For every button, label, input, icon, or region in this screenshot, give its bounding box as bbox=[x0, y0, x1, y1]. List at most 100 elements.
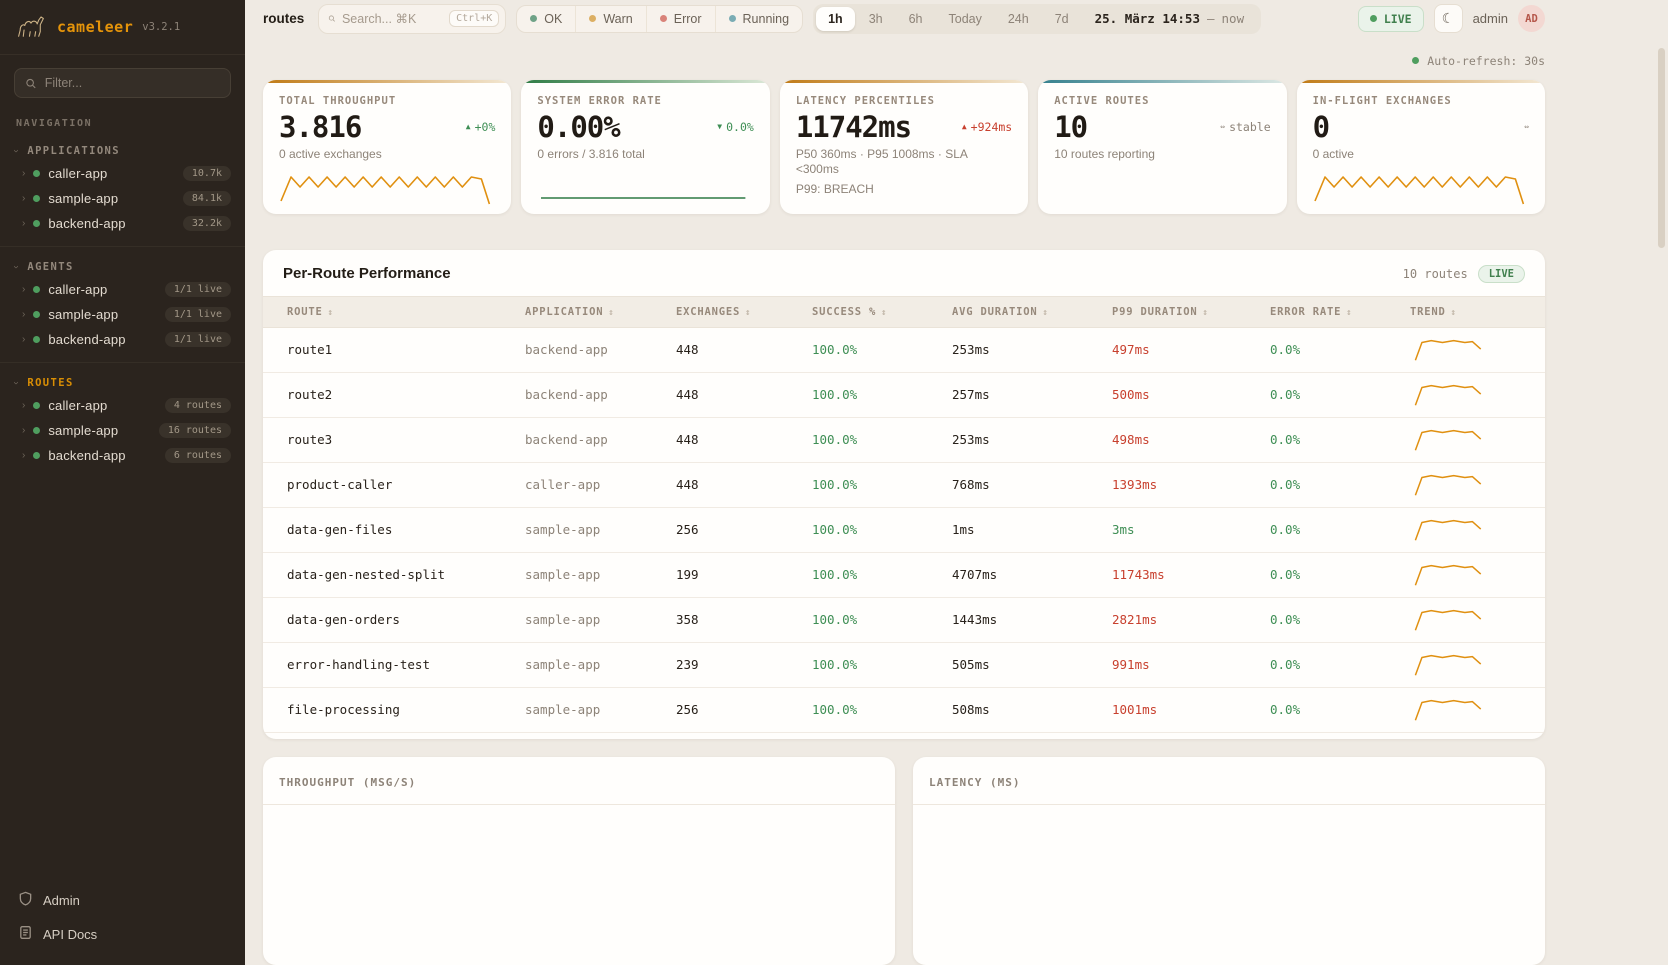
column-header-p99-duration[interactable]: P99 DURATION ↕ bbox=[1088, 295, 1246, 328]
item-badge: 10.7k bbox=[182, 166, 231, 181]
table-row-file-processing[interactable]: file-processing sample-app 256 100.0% 50… bbox=[263, 687, 1545, 733]
sidebar-item-agents-caller-app[interactable]: › caller-app 1/1 live bbox=[0, 277, 245, 302]
kpi-accent-bar bbox=[1296, 79, 1546, 83]
section-header-applications[interactable]: › APPLICATIONS bbox=[10, 145, 121, 157]
auto-refresh-status: Auto-refresh: 30s bbox=[263, 54, 1545, 68]
success-cell: 100.0% bbox=[788, 642, 928, 688]
kpi-value: 10 bbox=[1054, 109, 1088, 144]
table-row-timer-heartbeat[interactable]: timer-heartbeat sample-app 716 100.0% 50… bbox=[263, 732, 1545, 739]
sidebar-item-applications-caller-app[interactable]: › caller-app 10.7k bbox=[0, 161, 245, 186]
table-row-route3[interactable]: route3 backend-app 448 100.0% 253ms 498m… bbox=[263, 417, 1545, 463]
avg-duration-cell: 508ms bbox=[928, 687, 1088, 733]
table-row-route1[interactable]: route1 backend-app 448 100.0% 253ms 497m… bbox=[263, 327, 1545, 373]
avg-duration-cell: 768ms bbox=[928, 462, 1088, 508]
sidebar-item-applications-sample-app[interactable]: › sample-app 84.1k bbox=[0, 186, 245, 211]
table-row-data-gen-nested-split[interactable]: data-gen-nested-split sample-app 199 100… bbox=[263, 552, 1545, 598]
success-cell: 100.0% bbox=[788, 597, 928, 643]
sidebar-item-applications-backend-app[interactable]: › backend-app 32.2k bbox=[0, 211, 245, 236]
filter-input[interactable] bbox=[44, 76, 220, 90]
table-row-error-handling-test[interactable]: error-handling-test sample-app 239 100.0… bbox=[263, 642, 1545, 688]
delta-down-icon: ▼ bbox=[717, 122, 723, 132]
range-button-6h[interactable]: 6h bbox=[897, 7, 935, 31]
chevron-right-icon: › bbox=[22, 283, 26, 295]
application-cell: backend-app bbox=[501, 372, 652, 418]
status-dot-icon bbox=[33, 220, 41, 227]
kpi-label: ACTIVE ROUTES bbox=[1054, 94, 1150, 107]
app-name: cameleer bbox=[57, 18, 134, 36]
sidebar-item-routes-sample-app[interactable]: › sample-app 16 routes bbox=[0, 418, 245, 443]
item-badge: 16 routes bbox=[158, 423, 231, 438]
sort-icon: ↕ bbox=[881, 307, 888, 318]
column-header-success-[interactable]: SUCCESS % ↕ bbox=[788, 295, 928, 328]
kpi-label: TOTAL THROUGHPUT bbox=[279, 94, 397, 107]
sidebar-footer-admin[interactable]: Admin bbox=[0, 883, 245, 917]
kpi-sparkline bbox=[1313, 168, 1529, 206]
avatar[interactable]: AD bbox=[1518, 5, 1545, 33]
range-button-1h[interactable]: 1h bbox=[816, 6, 855, 31]
search-box[interactable]: Ctrl+K bbox=[318, 3, 507, 34]
kpi-subtext: 0 active exchanges bbox=[279, 146, 382, 161]
status-filter-error[interactable]: Error bbox=[647, 5, 716, 32]
trend-sparkline bbox=[1414, 384, 1482, 406]
status-filter-ok[interactable]: OK bbox=[517, 5, 577, 32]
delta-flat-icon: ⇔ bbox=[1220, 122, 1226, 132]
sidebar-section-applications: › APPLICATIONS › caller-app 10.7k › samp… bbox=[0, 131, 245, 246]
route-cell: timer-heartbeat bbox=[263, 732, 501, 739]
range-button-24h[interactable]: 24h bbox=[996, 7, 1041, 31]
sidebar-item-routes-backend-app[interactable]: › backend-app 6 routes bbox=[0, 443, 245, 468]
range-button-3h[interactable]: 3h bbox=[857, 7, 895, 31]
route-cell: file-processing bbox=[263, 687, 501, 733]
theme-toggle-button[interactable]: ☾ bbox=[1433, 4, 1463, 34]
trend-cell bbox=[1386, 327, 1545, 373]
date-range-display[interactable]: 25. März 14:53 — now bbox=[1094, 11, 1245, 27]
sidebar-item-routes-caller-app[interactable]: › caller-app 4 routes bbox=[0, 393, 245, 418]
section-header-routes[interactable]: › ROUTES bbox=[10, 377, 74, 389]
column-header-trend[interactable]: TREND ↕ bbox=[1386, 295, 1545, 328]
sidebar-item-agents-sample-app[interactable]: › sample-app 1/1 live bbox=[0, 302, 245, 327]
route-performance-panel: Per-Route Performance 10 routes LIVE ROU… bbox=[263, 249, 1545, 739]
chevron-right-icon: › bbox=[22, 308, 26, 320]
scrollbar-thumb[interactable] bbox=[1658, 48, 1665, 248]
table-row-data-gen-orders[interactable]: data-gen-orders sample-app 358 100.0% 14… bbox=[263, 597, 1545, 643]
p99-duration-cell: 1393ms bbox=[1088, 462, 1246, 508]
status-dot-icon bbox=[33, 402, 41, 409]
range-button-7d[interactable]: 7d bbox=[1043, 7, 1081, 31]
nav-heading: NAVIGATION bbox=[16, 118, 93, 129]
range-button-today[interactable]: Today bbox=[937, 7, 994, 31]
exchanges-cell: 716 bbox=[652, 732, 788, 739]
error-rate-cell: 0.0% bbox=[1246, 552, 1386, 598]
sidebar-item-agents-backend-app[interactable]: › backend-app 1/1 live bbox=[0, 327, 245, 352]
kpi-card-latency-percentiles: LATENCY PERCENTILES 11742ms ▲ +924ms P50 … bbox=[779, 79, 1029, 214]
table-row-route2[interactable]: route2 backend-app 448 100.0% 257ms 500m… bbox=[263, 372, 1545, 418]
status-filter-running[interactable]: Running bbox=[716, 6, 803, 32]
kpi-subtext: 0 errors / 3.816 total bbox=[537, 146, 645, 161]
column-header-application[interactable]: APPLICATION ↕ bbox=[501, 295, 652, 328]
column-header-exchanges[interactable]: EXCHANGES ↕ bbox=[652, 295, 788, 328]
table-row-data-gen-files[interactable]: data-gen-files sample-app 256 100.0% 1ms… bbox=[263, 507, 1545, 553]
status-filter-warn[interactable]: Warn bbox=[576, 5, 647, 32]
section-header-agents[interactable]: › AGENTS bbox=[10, 261, 74, 273]
trend-cell bbox=[1386, 372, 1545, 418]
status-dot-icon bbox=[33, 452, 41, 459]
live-toggle[interactable]: LIVE bbox=[1357, 5, 1424, 32]
search-input[interactable] bbox=[341, 11, 444, 26]
kpi-accent-bar bbox=[1038, 79, 1287, 83]
sidebar-filter[interactable] bbox=[14, 68, 231, 98]
sidebar-footer-api-docs[interactable]: API Docs bbox=[0, 917, 245, 951]
exchanges-cell: 448 bbox=[652, 372, 788, 418]
sort-icon: ↕ bbox=[1450, 307, 1457, 318]
column-header-error-rate[interactable]: ERROR RATE ↕ bbox=[1246, 295, 1386, 328]
column-header-route[interactable]: ROUTE ↕ bbox=[263, 295, 501, 328]
kpi-delta: ⇔ stable bbox=[1220, 119, 1271, 134]
chevron-down-icon: › bbox=[10, 265, 22, 269]
user-name[interactable]: admin bbox=[1472, 11, 1508, 27]
trend-cell bbox=[1386, 732, 1545, 739]
chevron-right-icon: › bbox=[22, 333, 26, 345]
column-header-avg-duration[interactable]: AVG DURATION ↕ bbox=[928, 295, 1088, 328]
table-row-product-caller[interactable]: product-caller caller-app 448 100.0% 768… bbox=[263, 462, 1545, 508]
item-badge: 1/1 live bbox=[164, 282, 231, 297]
p99-duration-cell: 3ms bbox=[1088, 507, 1246, 553]
kpi-subtext: P50 360ms · P95 1008ms · SLA <300ms bbox=[795, 146, 968, 176]
docs-icon bbox=[18, 925, 33, 943]
chart-panel-body bbox=[263, 805, 895, 965]
